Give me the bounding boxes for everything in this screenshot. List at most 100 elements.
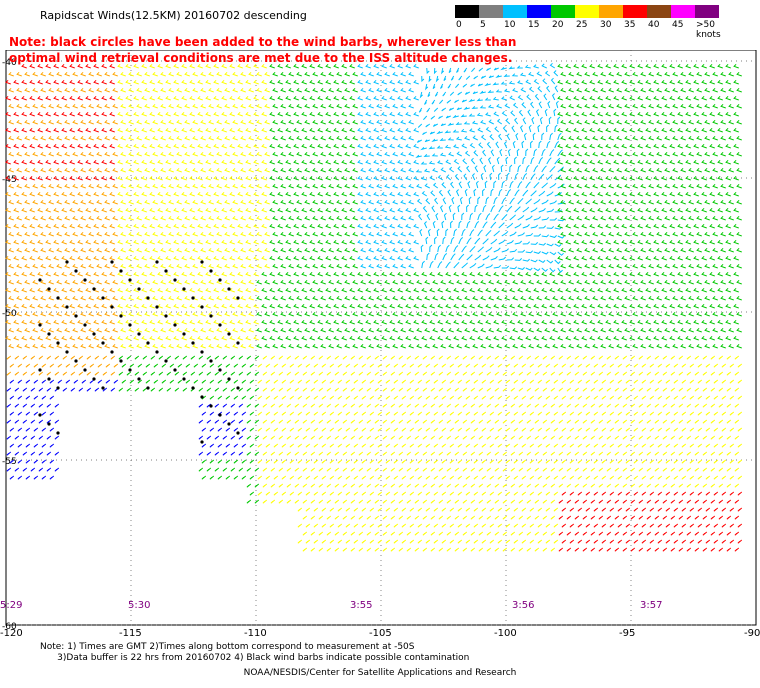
wind-barb bbox=[544, 108, 548, 117]
wind-barb bbox=[24, 311, 30, 317]
wind-barb bbox=[494, 387, 500, 392]
wind-barb-map[interactable]: -40-45-50-55-60 bbox=[0, 50, 760, 645]
wind-barb bbox=[189, 159, 195, 165]
wind-barb bbox=[77, 127, 83, 133]
wind-barb bbox=[408, 327, 414, 333]
wind-barb bbox=[617, 379, 623, 384]
wind-barb bbox=[457, 459, 463, 464]
wind-barb bbox=[637, 159, 643, 165]
wind-barb bbox=[486, 387, 492, 392]
wind-barb bbox=[622, 451, 628, 456]
wind-barb bbox=[569, 363, 575, 368]
wind-barb bbox=[377, 507, 383, 512]
wind-barb bbox=[16, 311, 22, 317]
wind-barb bbox=[648, 183, 654, 189]
wind-barb bbox=[614, 403, 620, 408]
wind-barb bbox=[733, 143, 739, 149]
wind-barb bbox=[37, 319, 43, 325]
wind-barb bbox=[257, 491, 263, 496]
wind-barb bbox=[374, 483, 380, 488]
wind-barb bbox=[621, 223, 627, 229]
wind-barb bbox=[157, 319, 163, 325]
wind-barb bbox=[560, 103, 566, 109]
wind-barb bbox=[296, 87, 302, 93]
wind-barb bbox=[662, 499, 668, 504]
wind-barb bbox=[256, 199, 262, 205]
wind-barb bbox=[293, 287, 299, 293]
wind-barb bbox=[472, 327, 478, 333]
wind-barb bbox=[495, 74, 502, 78]
wind-barb bbox=[221, 95, 227, 101]
wind-barb bbox=[278, 403, 284, 408]
wind-barb bbox=[61, 319, 67, 325]
wind-barb bbox=[461, 212, 465, 221]
wind-barb bbox=[24, 151, 30, 157]
wind-barb bbox=[437, 261, 443, 269]
wind-barb bbox=[734, 483, 740, 488]
legend-label: 15 bbox=[528, 20, 540, 30]
wind-barb bbox=[632, 71, 638, 77]
wind-barb bbox=[397, 191, 403, 197]
wind-barb bbox=[325, 175, 331, 181]
wind-barb bbox=[262, 371, 268, 376]
wind-barb bbox=[405, 239, 411, 245]
wind-barb bbox=[141, 175, 147, 181]
wind-barb bbox=[530, 259, 538, 263]
wind-barb bbox=[85, 95, 91, 101]
wind-barb bbox=[537, 427, 543, 432]
wind-barb bbox=[629, 303, 635, 309]
wind-barb bbox=[293, 319, 299, 325]
wind-barb bbox=[29, 95, 35, 101]
wind-barb bbox=[253, 95, 259, 101]
wind-barb bbox=[349, 191, 355, 197]
wind-barb bbox=[469, 229, 475, 237]
wind-barb bbox=[557, 239, 563, 245]
wind-barb bbox=[605, 95, 611, 101]
wind-barb bbox=[136, 151, 142, 157]
wind-barb bbox=[617, 411, 623, 416]
wind-barb bbox=[718, 387, 724, 392]
wind-barb bbox=[646, 387, 652, 392]
wind-barb bbox=[592, 183, 598, 189]
wind-barb bbox=[366, 419, 372, 424]
wind-barb bbox=[213, 223, 219, 229]
wind-barb bbox=[216, 87, 222, 93]
wind-barb bbox=[189, 79, 195, 85]
wind-barb bbox=[486, 467, 492, 472]
wind-barb bbox=[669, 255, 675, 261]
wind-barb bbox=[657, 411, 663, 416]
legend-swatch bbox=[623, 5, 647, 18]
wind-barb bbox=[510, 499, 516, 504]
wind-barb bbox=[545, 427, 551, 432]
wind-barb bbox=[390, 499, 396, 504]
wind-barb bbox=[30, 355, 36, 360]
wind-barb bbox=[436, 228, 440, 237]
wind-barb bbox=[302, 499, 308, 504]
wind-barb bbox=[633, 523, 639, 528]
wind-barb bbox=[309, 303, 315, 309]
wind-barb bbox=[229, 63, 235, 69]
wind-barb bbox=[253, 223, 259, 229]
wind-barb bbox=[481, 459, 487, 464]
wind-barb bbox=[78, 387, 84, 392]
wind-barb bbox=[498, 188, 503, 197]
wind-barb bbox=[669, 319, 675, 325]
wind-barb bbox=[389, 207, 395, 213]
wind-barb bbox=[672, 151, 678, 157]
wind-barb bbox=[368, 343, 374, 349]
wind-barb bbox=[558, 435, 564, 440]
wind-barb bbox=[48, 295, 54, 301]
wind-barb bbox=[608, 279, 614, 285]
wind-barb bbox=[230, 355, 236, 360]
wind-barb bbox=[471, 173, 476, 181]
wind-barb bbox=[574, 435, 580, 440]
wind-barb bbox=[729, 507, 735, 512]
wind-barb bbox=[624, 87, 630, 93]
wind-barb bbox=[498, 133, 503, 141]
wind-barb bbox=[120, 71, 126, 77]
wind-barb bbox=[630, 387, 636, 392]
wind-barb bbox=[360, 247, 366, 253]
wind-barb bbox=[577, 523, 583, 528]
wind-barb bbox=[125, 95, 131, 101]
wind-barb bbox=[237, 271, 243, 277]
